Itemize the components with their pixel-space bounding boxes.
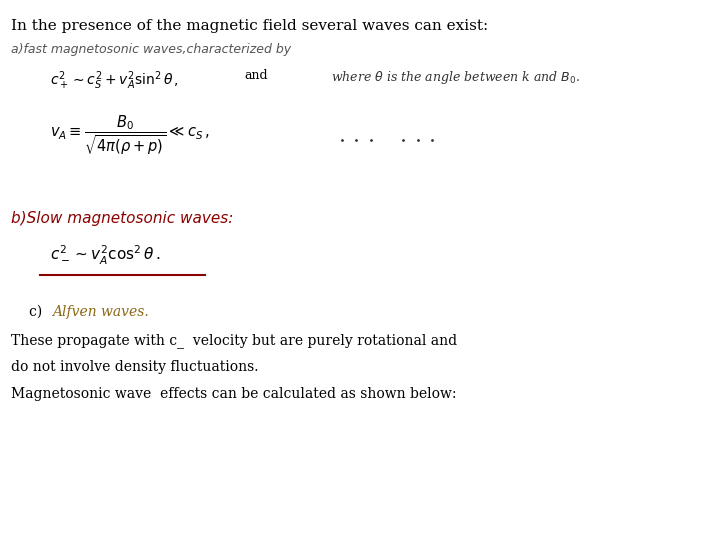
Text: Alfven waves.: Alfven waves. (52, 305, 148, 319)
Text: These propagate with c_  velocity but are purely rotational and: These propagate with c_ velocity but are… (11, 333, 457, 348)
Text: $c_+^2 \sim c_S^2 + v_A^2 \sin^2\theta\,,$: $c_+^2 \sim c_S^2 + v_A^2 \sin^2\theta\,… (50, 69, 179, 92)
Text: a)fast magnetosonic waves,characterized by: a)fast magnetosonic waves,characterized … (11, 43, 291, 56)
Text: and: and (245, 69, 269, 82)
Text: where $\theta$ is the angle between k and $B_0$.: where $\theta$ is the angle between k an… (331, 69, 580, 86)
Text: In the presence of the magnetic field several waves can exist:: In the presence of the magnetic field se… (11, 19, 488, 33)
Text: $c_-^2 \sim v_A^2 \cos^2\theta\,.$: $c_-^2 \sim v_A^2 \cos^2\theta\,.$ (50, 244, 161, 267)
Text: $v_A \equiv \dfrac{B_0}{\sqrt{4\pi(\rho+p)}} \ll c_S\,,$: $v_A \equiv \dfrac{B_0}{\sqrt{4\pi(\rho+… (50, 113, 210, 157)
Text: c): c) (29, 305, 46, 319)
Text: do not involve density fluctuations.: do not involve density fluctuations. (11, 360, 258, 374)
Text: b)Slow magnetosonic waves:: b)Slow magnetosonic waves: (11, 211, 233, 226)
Text: Magnetosonic wave  effects can be calculated as shown below:: Magnetosonic wave effects can be calcula… (11, 387, 456, 401)
